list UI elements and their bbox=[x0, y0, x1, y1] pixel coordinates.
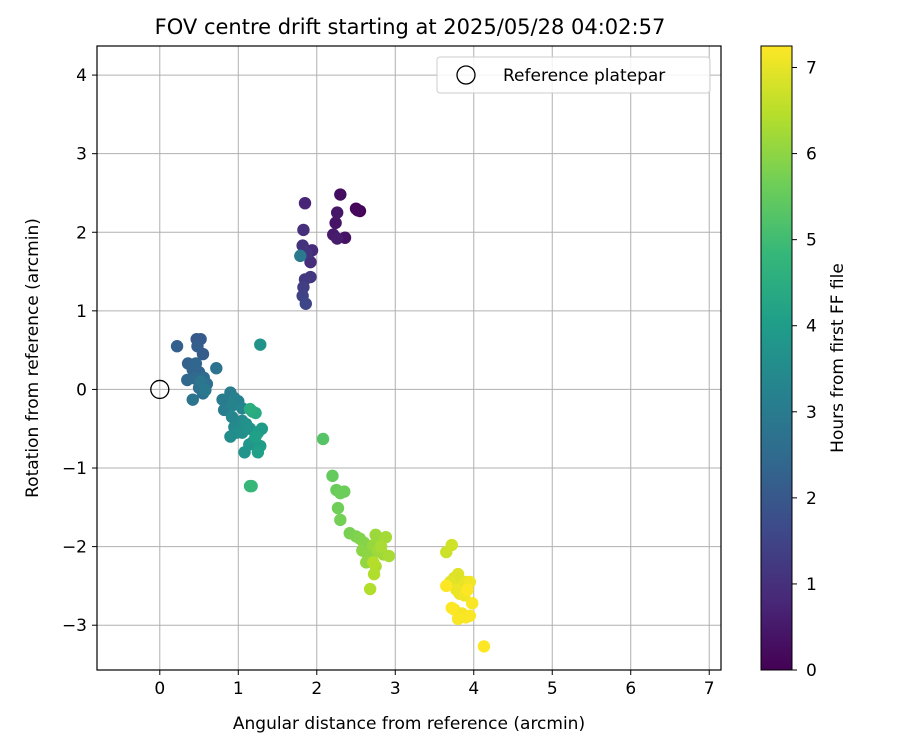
data-point bbox=[226, 398, 239, 412]
data-point bbox=[363, 582, 377, 596]
x-axis-ticks: 0 1 2 3 4 5 6 7 bbox=[154, 670, 715, 699]
data-point bbox=[330, 232, 344, 245]
x-tick-label: 4 bbox=[468, 679, 479, 699]
x-tick-label: 1 bbox=[233, 679, 244, 699]
data-point bbox=[329, 216, 342, 230]
y-tick-label: 0 bbox=[76, 380, 87, 400]
data-point bbox=[465, 596, 479, 610]
data-point bbox=[245, 479, 258, 493]
y-tick-label: −1 bbox=[62, 459, 87, 479]
data-point bbox=[170, 340, 184, 353]
data-point bbox=[210, 362, 223, 375]
data-point bbox=[199, 384, 212, 397]
data-point bbox=[331, 501, 345, 515]
y-tick-label: −2 bbox=[62, 538, 87, 558]
data-point bbox=[243, 402, 257, 416]
x-tick-label: 5 bbox=[547, 679, 558, 699]
data-point bbox=[298, 196, 312, 210]
data-point bbox=[451, 567, 465, 581]
y-tick-label: 2 bbox=[76, 223, 87, 243]
x-axis-label: Angular distance from reference (arcmin) bbox=[233, 714, 585, 734]
legend-box bbox=[436, 56, 711, 94]
colorbar-tick-label: 0 bbox=[806, 661, 817, 681]
data-points bbox=[170, 188, 491, 653]
data-point bbox=[461, 583, 474, 597]
data-point bbox=[224, 430, 237, 443]
reference-point-marker bbox=[150, 379, 170, 400]
data-point bbox=[316, 432, 330, 446]
data-point bbox=[338, 485, 351, 498]
plot-frame bbox=[96, 45, 722, 671]
y-axis-label: Rotation from reference (arcmin) bbox=[23, 218, 43, 498]
data-point bbox=[191, 340, 204, 353]
data-point bbox=[297, 223, 310, 237]
data-point bbox=[254, 338, 267, 351]
colorbar-tick-label: 1 bbox=[806, 575, 817, 595]
colorbar-tick-label: 6 bbox=[806, 145, 817, 165]
legend-marker-reference bbox=[456, 65, 476, 85]
data-point bbox=[326, 469, 339, 483]
data-point bbox=[299, 297, 312, 310]
data-point bbox=[440, 579, 453, 593]
data-point bbox=[463, 609, 477, 622]
data-point bbox=[189, 357, 203, 370]
data-point bbox=[382, 549, 396, 563]
y-tick-label: −3 bbox=[62, 616, 87, 636]
data-point bbox=[294, 249, 307, 263]
data-point bbox=[477, 640, 491, 653]
data-point bbox=[351, 204, 364, 217]
x-tick-label: 0 bbox=[154, 679, 165, 699]
data-point bbox=[251, 446, 265, 459]
colorbar-tick-label: 4 bbox=[806, 317, 817, 337]
data-point bbox=[367, 567, 381, 581]
legend: Reference platepar bbox=[436, 56, 711, 94]
colorbar-label: Hours from first FF file bbox=[828, 263, 848, 453]
colorbar-ticks: 0 1 2 3 4 5 6 7 bbox=[792, 59, 817, 681]
y-axis-ticks: −3 −2 −1 0 1 2 3 4 bbox=[62, 66, 97, 636]
data-point bbox=[367, 556, 380, 569]
x-tick-label: 7 bbox=[704, 679, 715, 699]
legend-entry-reference: Reference platepar bbox=[503, 66, 665, 86]
colorbar-tick-label: 3 bbox=[806, 403, 817, 423]
data-point bbox=[225, 410, 239, 424]
y-tick-label: 3 bbox=[76, 145, 87, 165]
y-tick-label: 1 bbox=[76, 302, 87, 322]
data-point bbox=[334, 188, 347, 201]
data-point bbox=[379, 530, 393, 544]
x-tick-label: 3 bbox=[390, 679, 401, 699]
data-point bbox=[374, 540, 388, 553]
chart-title: FOV centre drift starting at 2025/05/28 … bbox=[155, 15, 666, 39]
data-point bbox=[186, 393, 199, 406]
colorbar: 0 1 2 3 4 5 6 7 Hours from first FF file bbox=[760, 45, 848, 681]
grid-lines bbox=[97, 46, 721, 670]
colorbar-tick-label: 5 bbox=[806, 231, 817, 251]
colorbar-tick-label: 2 bbox=[806, 489, 817, 509]
y-tick-label: 4 bbox=[76, 66, 87, 86]
colorbar-gradient bbox=[760, 45, 793, 671]
data-point bbox=[249, 430, 262, 443]
colorbar-tick-label: 7 bbox=[806, 59, 817, 79]
x-tick-label: 2 bbox=[311, 679, 322, 699]
data-point bbox=[445, 601, 458, 615]
x-tick-label: 6 bbox=[625, 679, 636, 699]
data-point bbox=[330, 206, 344, 219]
data-point bbox=[334, 513, 347, 527]
data-point bbox=[445, 538, 458, 552]
